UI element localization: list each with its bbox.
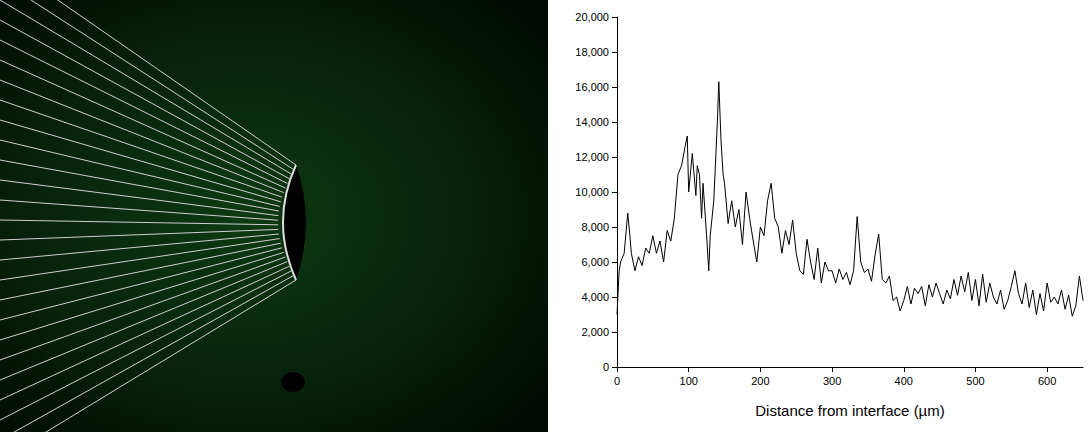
- svg-text:400: 400: [895, 375, 913, 387]
- svg-text:500: 500: [966, 375, 984, 387]
- svg-text:20,000: 20,000: [575, 11, 609, 23]
- svg-text:8,000: 8,000: [581, 221, 609, 233]
- svg-text:300: 300: [823, 375, 841, 387]
- svg-text:18,000: 18,000: [575, 46, 609, 58]
- svg-text:12,000: 12,000: [575, 151, 609, 163]
- svg-text:0: 0: [603, 361, 609, 373]
- svg-text:14,000: 14,000: [575, 116, 609, 128]
- svg-text:16,000: 16,000: [575, 81, 609, 93]
- svg-text:2,000: 2,000: [581, 326, 609, 338]
- svg-text:200: 200: [751, 375, 769, 387]
- svg-text:6,000: 6,000: [581, 256, 609, 268]
- svg-text:4,000: 4,000: [581, 291, 609, 303]
- svg-text:100: 100: [680, 375, 698, 387]
- svg-text:Distance from interface (µm): Distance from interface (µm): [755, 402, 945, 419]
- svg-text:10,000: 10,000: [575, 186, 609, 198]
- svg-text:600: 600: [1038, 375, 1056, 387]
- svg-text:0: 0: [614, 375, 620, 387]
